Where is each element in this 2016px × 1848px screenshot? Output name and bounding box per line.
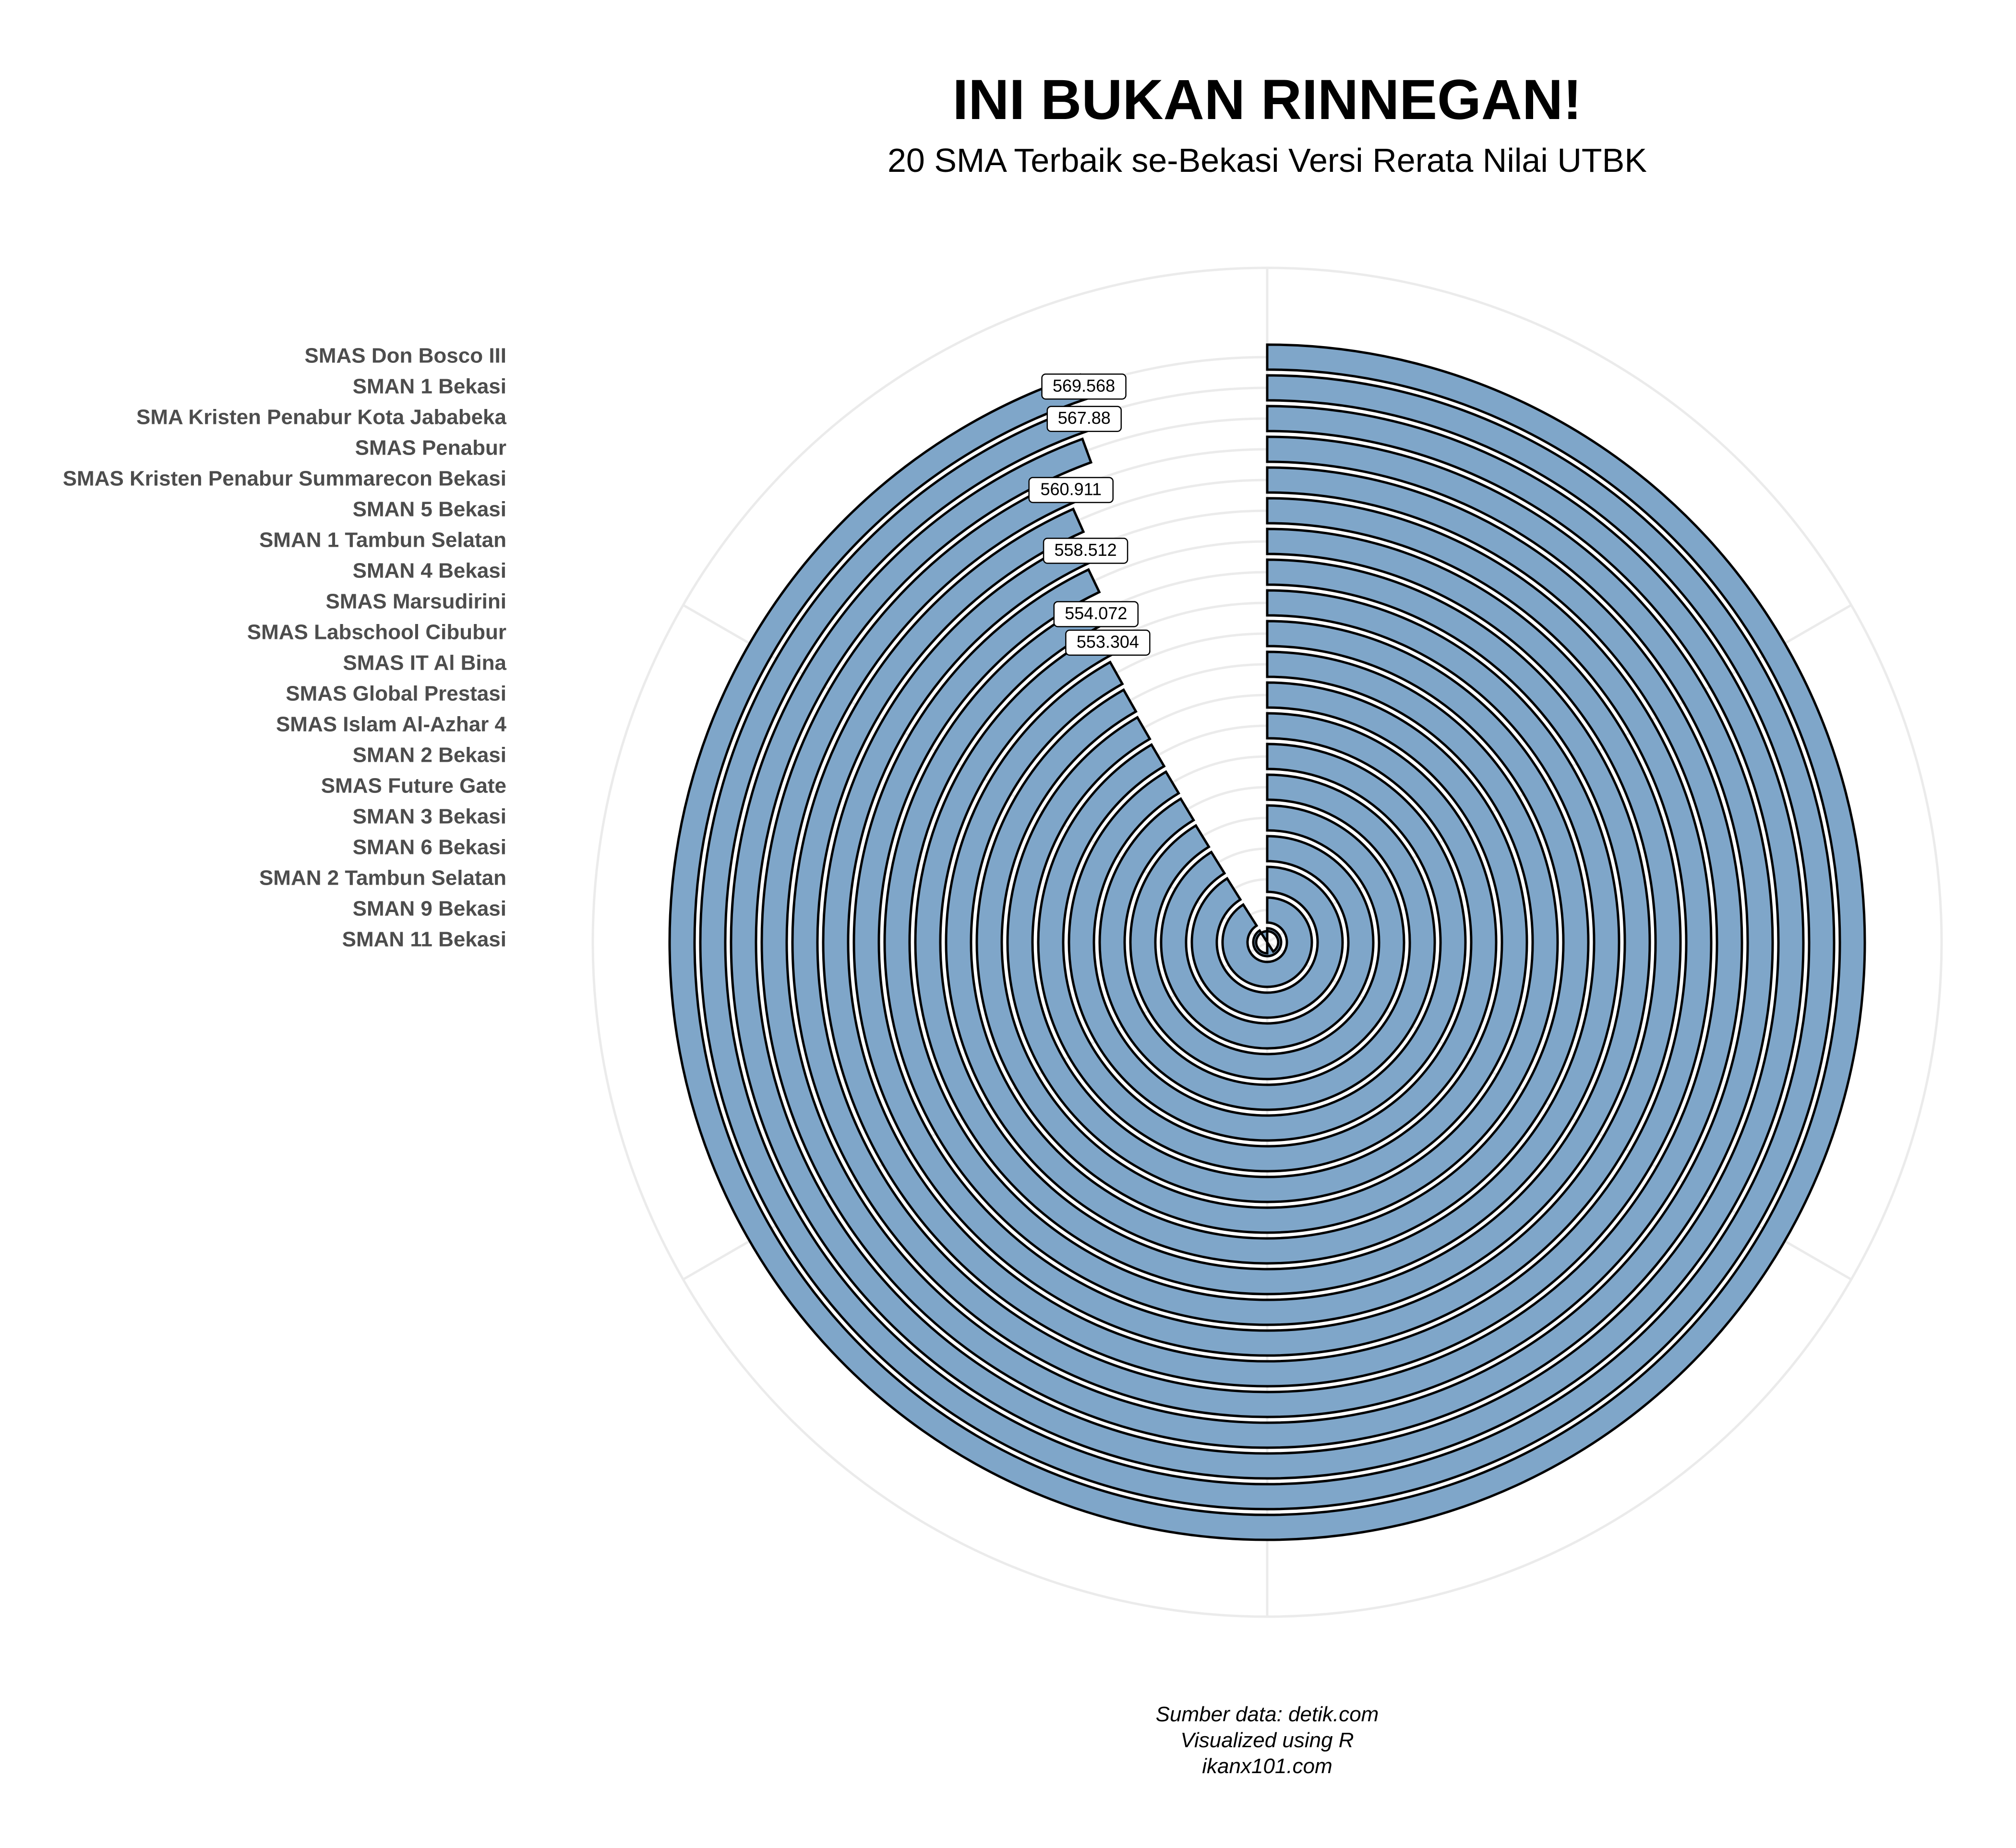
value-labels: 569.568 567.88 560.911 558.512 554.072 553.30… [1028, 373, 1151, 656]
value-label-box [1041, 373, 1127, 400]
value-label-text: 553.304 [1077, 632, 1139, 651]
value-label: 554.072 [1053, 601, 1139, 627]
category-label: SMA Kristen Penabur Kota Jababeka [136, 406, 507, 429]
category-label: SMAS Penabur [355, 436, 506, 460]
bar-7 [852, 528, 1682, 1357]
caption-line-2: Visualized using R [1180, 1728, 1354, 1752]
chart-title: INI BUKAN RINNEGAN! [952, 68, 1582, 132]
bar-15 [1098, 773, 1436, 1111]
value-label: 560.911 [1028, 477, 1114, 504]
chart-subtitle: 20 SMA Terbaik se-Bekasi Versi Rerata Ni… [888, 142, 1647, 179]
value-label-text: 554.072 [1065, 603, 1127, 623]
bar-20 [1252, 927, 1283, 958]
category-label: SMAS Kristen Penabur Summarecon Bekasi [63, 467, 506, 491]
category-label: SMAS Labschool Cibubur [247, 621, 506, 644]
caption: Sumber data: detik.com Visualized using … [1156, 1703, 1379, 1778]
category-label: SMAN 3 Bekasi [353, 805, 506, 828]
category-label: SMAN 5 Bekasi [353, 498, 506, 521]
value-label-box [1053, 601, 1139, 627]
bar-19 [1221, 896, 1313, 988]
value-label-box [1028, 477, 1114, 504]
value-label-text: 560.911 [1041, 479, 1102, 499]
category-label: SMAN 2 Bekasi [353, 744, 506, 767]
category-label: SMAN 11 Bekasi [342, 928, 506, 951]
bar-17 [1160, 835, 1375, 1050]
category-label: SMAN 4 Bekasi [353, 559, 506, 583]
category-label: SMAN 1 Bekasi [353, 375, 506, 398]
category-label: SMAS IT Al Bina [343, 651, 506, 675]
category-label: SMAN 6 Bekasi [353, 836, 506, 859]
value-label: 569.568 [1041, 373, 1127, 400]
bar-11 [975, 650, 1559, 1234]
value-label-text: 567.88 [1058, 408, 1111, 428]
bar-13 [1037, 712, 1498, 1173]
value-label: 567.88 [1046, 406, 1122, 432]
value-label-box [1046, 406, 1122, 432]
category-label: SMAS Don Bosco III [305, 344, 506, 368]
bar-14 [1068, 743, 1467, 1142]
value-label-text: 569.568 [1053, 376, 1115, 396]
caption-line-3: ikanx101.com [1202, 1754, 1332, 1778]
bar-16 [1129, 804, 1405, 1080]
value-label: 558.512 [1043, 538, 1128, 564]
category-label: SMAN 2 Tambun Selatan [259, 866, 506, 890]
category-labels: SMAS Don Bosco III SMAN 1 Bekasi SMA Krist… [63, 344, 507, 951]
value-label: 553.304 [1065, 629, 1151, 656]
bar-12 [1006, 681, 1528, 1203]
category-label: SMAS Future Gate [321, 774, 506, 798]
bar-5 [791, 466, 1743, 1418]
category-label: SMAN 9 Bekasi [353, 897, 506, 921]
bar-10 [945, 620, 1590, 1265]
category-label: SMAS Global Prestasi [286, 682, 506, 706]
value-label-text: 558.512 [1055, 540, 1117, 560]
value-label-box [1065, 629, 1151, 656]
category-label: SMAS Islam Al-Azhar 4 [276, 713, 507, 736]
bar-18 [1190, 865, 1344, 1019]
category-label: SMAS Marsudirini [326, 590, 507, 613]
category-label: SMAN 1 Tambun Selatan [259, 528, 506, 552]
caption-line-1: Sumber data: detik.com [1156, 1703, 1379, 1726]
bar-3 [730, 405, 1805, 1480]
bar-group [668, 343, 1866, 1541]
value-label-box [1043, 538, 1128, 564]
